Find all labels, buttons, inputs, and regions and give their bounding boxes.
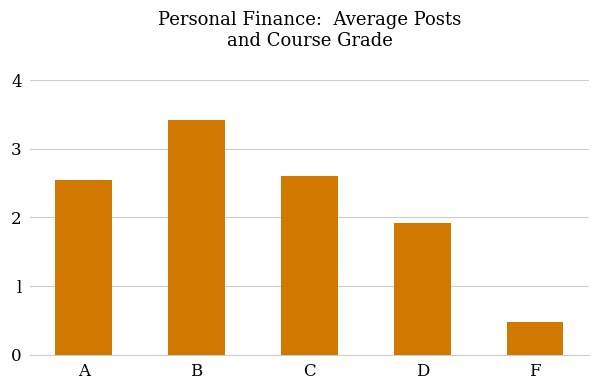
Bar bbox=[394, 223, 451, 355]
Title: Personal Finance:  Average Posts
and Course Grade: Personal Finance: Average Posts and Cour… bbox=[158, 11, 461, 50]
Bar bbox=[281, 176, 338, 355]
Bar bbox=[169, 120, 225, 355]
Bar bbox=[55, 180, 112, 355]
Bar bbox=[507, 322, 563, 355]
